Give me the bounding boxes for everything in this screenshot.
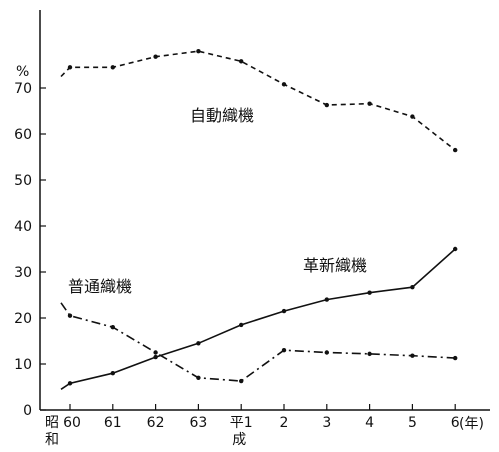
x-tick-era-label: 昭 [45,415,59,431]
x-tick-label: 2 [280,415,289,431]
x-tick-label: 4 [365,415,374,431]
data-point [324,102,329,108]
data-point [196,375,201,380]
data-point [110,65,116,70]
data-point [410,284,415,290]
y-tick-label: 50 [14,173,32,189]
data-point [67,65,73,70]
series-label-plain-loom: 普通織機 [68,277,132,296]
data-point [110,325,116,330]
data-point [239,59,244,64]
y-tick-label: 20 [14,311,32,327]
y-tick-label: 60 [14,127,32,143]
data-point [281,82,287,87]
y-axis-ticks: 0 10 20 30 40 50 60 70 [14,81,46,419]
series-label-innovative-loom: 革新織機 [303,256,367,275]
series-label-auto-loom: 自動織機 [190,106,254,125]
x-tick-era-label: 成 [232,432,246,448]
x-tick-label: 60 [63,415,81,431]
x-tick-era-label: 和 [45,432,59,448]
y-tick-label: 40 [14,219,32,235]
y-tick-label: 70 [14,81,32,97]
x-tick-label: 63 [189,415,207,431]
data-point [410,114,415,119]
data-point [367,351,372,357]
y-tick-label: 10 [14,357,32,373]
data-point [324,350,329,355]
data-point [453,355,458,361]
series-line-0 [60,50,456,151]
x-tick-label: 62 [147,415,165,431]
x-axis-unit-label: (年) [459,416,484,432]
series-layer [60,49,458,390]
data-point [410,353,415,358]
data-point [453,246,458,252]
data-point [153,54,158,59]
data-point [367,101,372,106]
data-point [196,341,201,346]
data-point [281,348,287,353]
data-point [324,297,329,302]
data-point [239,322,244,328]
data-point [196,49,201,54]
data-point [153,350,158,355]
x-tick-label: 6 [451,415,460,431]
data-point [110,371,116,376]
data-point [239,378,244,384]
series-line-1 [60,302,456,382]
y-axis-unit-label: % [16,64,29,80]
x-tick-label: 平1 [230,415,253,431]
data-point [67,381,73,386]
data-point [67,313,73,318]
data-point [153,354,158,360]
data-point [453,147,458,153]
x-tick-label: 3 [322,415,331,431]
x-tick-label: 5 [408,415,417,431]
y-tick-label: 0 [23,403,32,419]
x-tick-label: 61 [104,415,122,431]
data-point [367,290,372,295]
data-point [281,308,287,314]
y-tick-label: 30 [14,265,32,281]
